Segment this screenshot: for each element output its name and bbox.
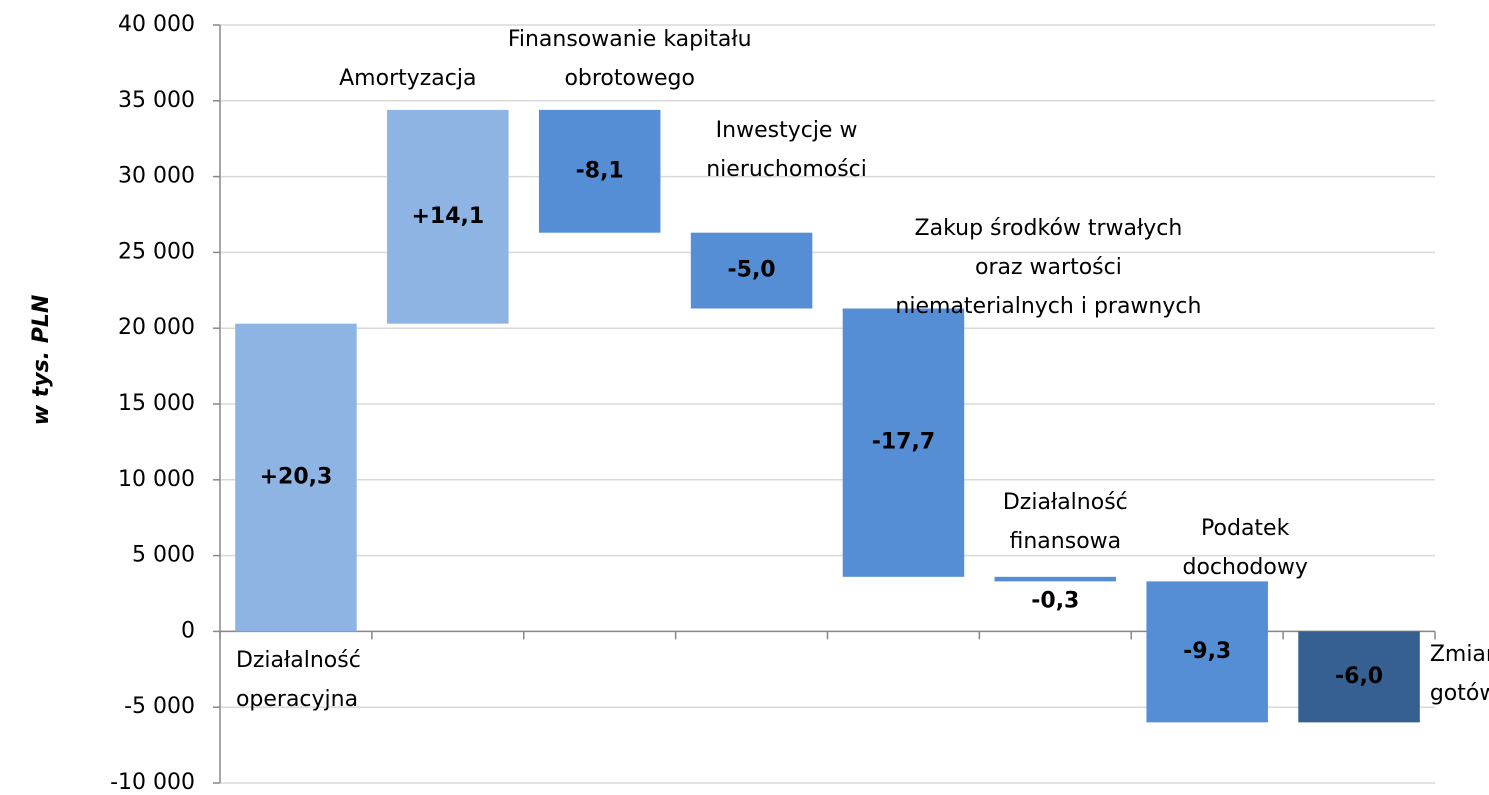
value-label: -8,1 [576,158,624,183]
y-tick-label: 15 000 [118,391,195,416]
y-tick-label: 0 [181,618,195,643]
y-tick-label: 20 000 [118,315,195,340]
value-label: +20,3 [260,465,333,490]
y-tick-label: -10 000 [110,770,195,795]
category-label: Podatek dochodowy [1182,516,1308,581]
bar [1298,631,1420,723]
y-tick-label: 35 000 [118,88,195,113]
category-label: Działalność operacyjna [235,648,361,713]
value-label: -0,3 [1031,588,1079,613]
y-tick-label: 25 000 [118,239,195,264]
category-label: Działalność finansowa [1002,489,1128,554]
bar [387,109,509,324]
y-tick-label: 5 000 [132,543,195,568]
y-tick-label: 10 000 [118,467,195,492]
bar [690,232,813,309]
y-tick-label: 40 000 [118,12,195,37]
category-label: Zakup środków trwałych oraz wartości nie… [895,216,1202,320]
y-tick-label: -5 000 [124,694,195,719]
bar [1146,581,1268,723]
bar [538,109,661,233]
value-label: -17,7 [872,430,935,455]
value-label: -5,0 [728,258,776,283]
bar [842,308,965,577]
bar [994,576,1117,582]
value-label: -6,0 [1335,664,1383,689]
value-label: -9,3 [1183,639,1231,664]
bar [235,323,357,632]
y-tick-label: 30 000 [118,164,195,189]
category-label: Inwestycje w nieruchomości [706,117,867,182]
category-label: Amortyzacja [339,65,477,91]
category-label: Finansowanie kapitału obrotowego [507,26,752,91]
category-label: Zmiana stanu gotówki [1429,642,1489,707]
y-axis-title: w tys. PLN [29,295,54,426]
value-label: +14,1 [411,204,484,229]
